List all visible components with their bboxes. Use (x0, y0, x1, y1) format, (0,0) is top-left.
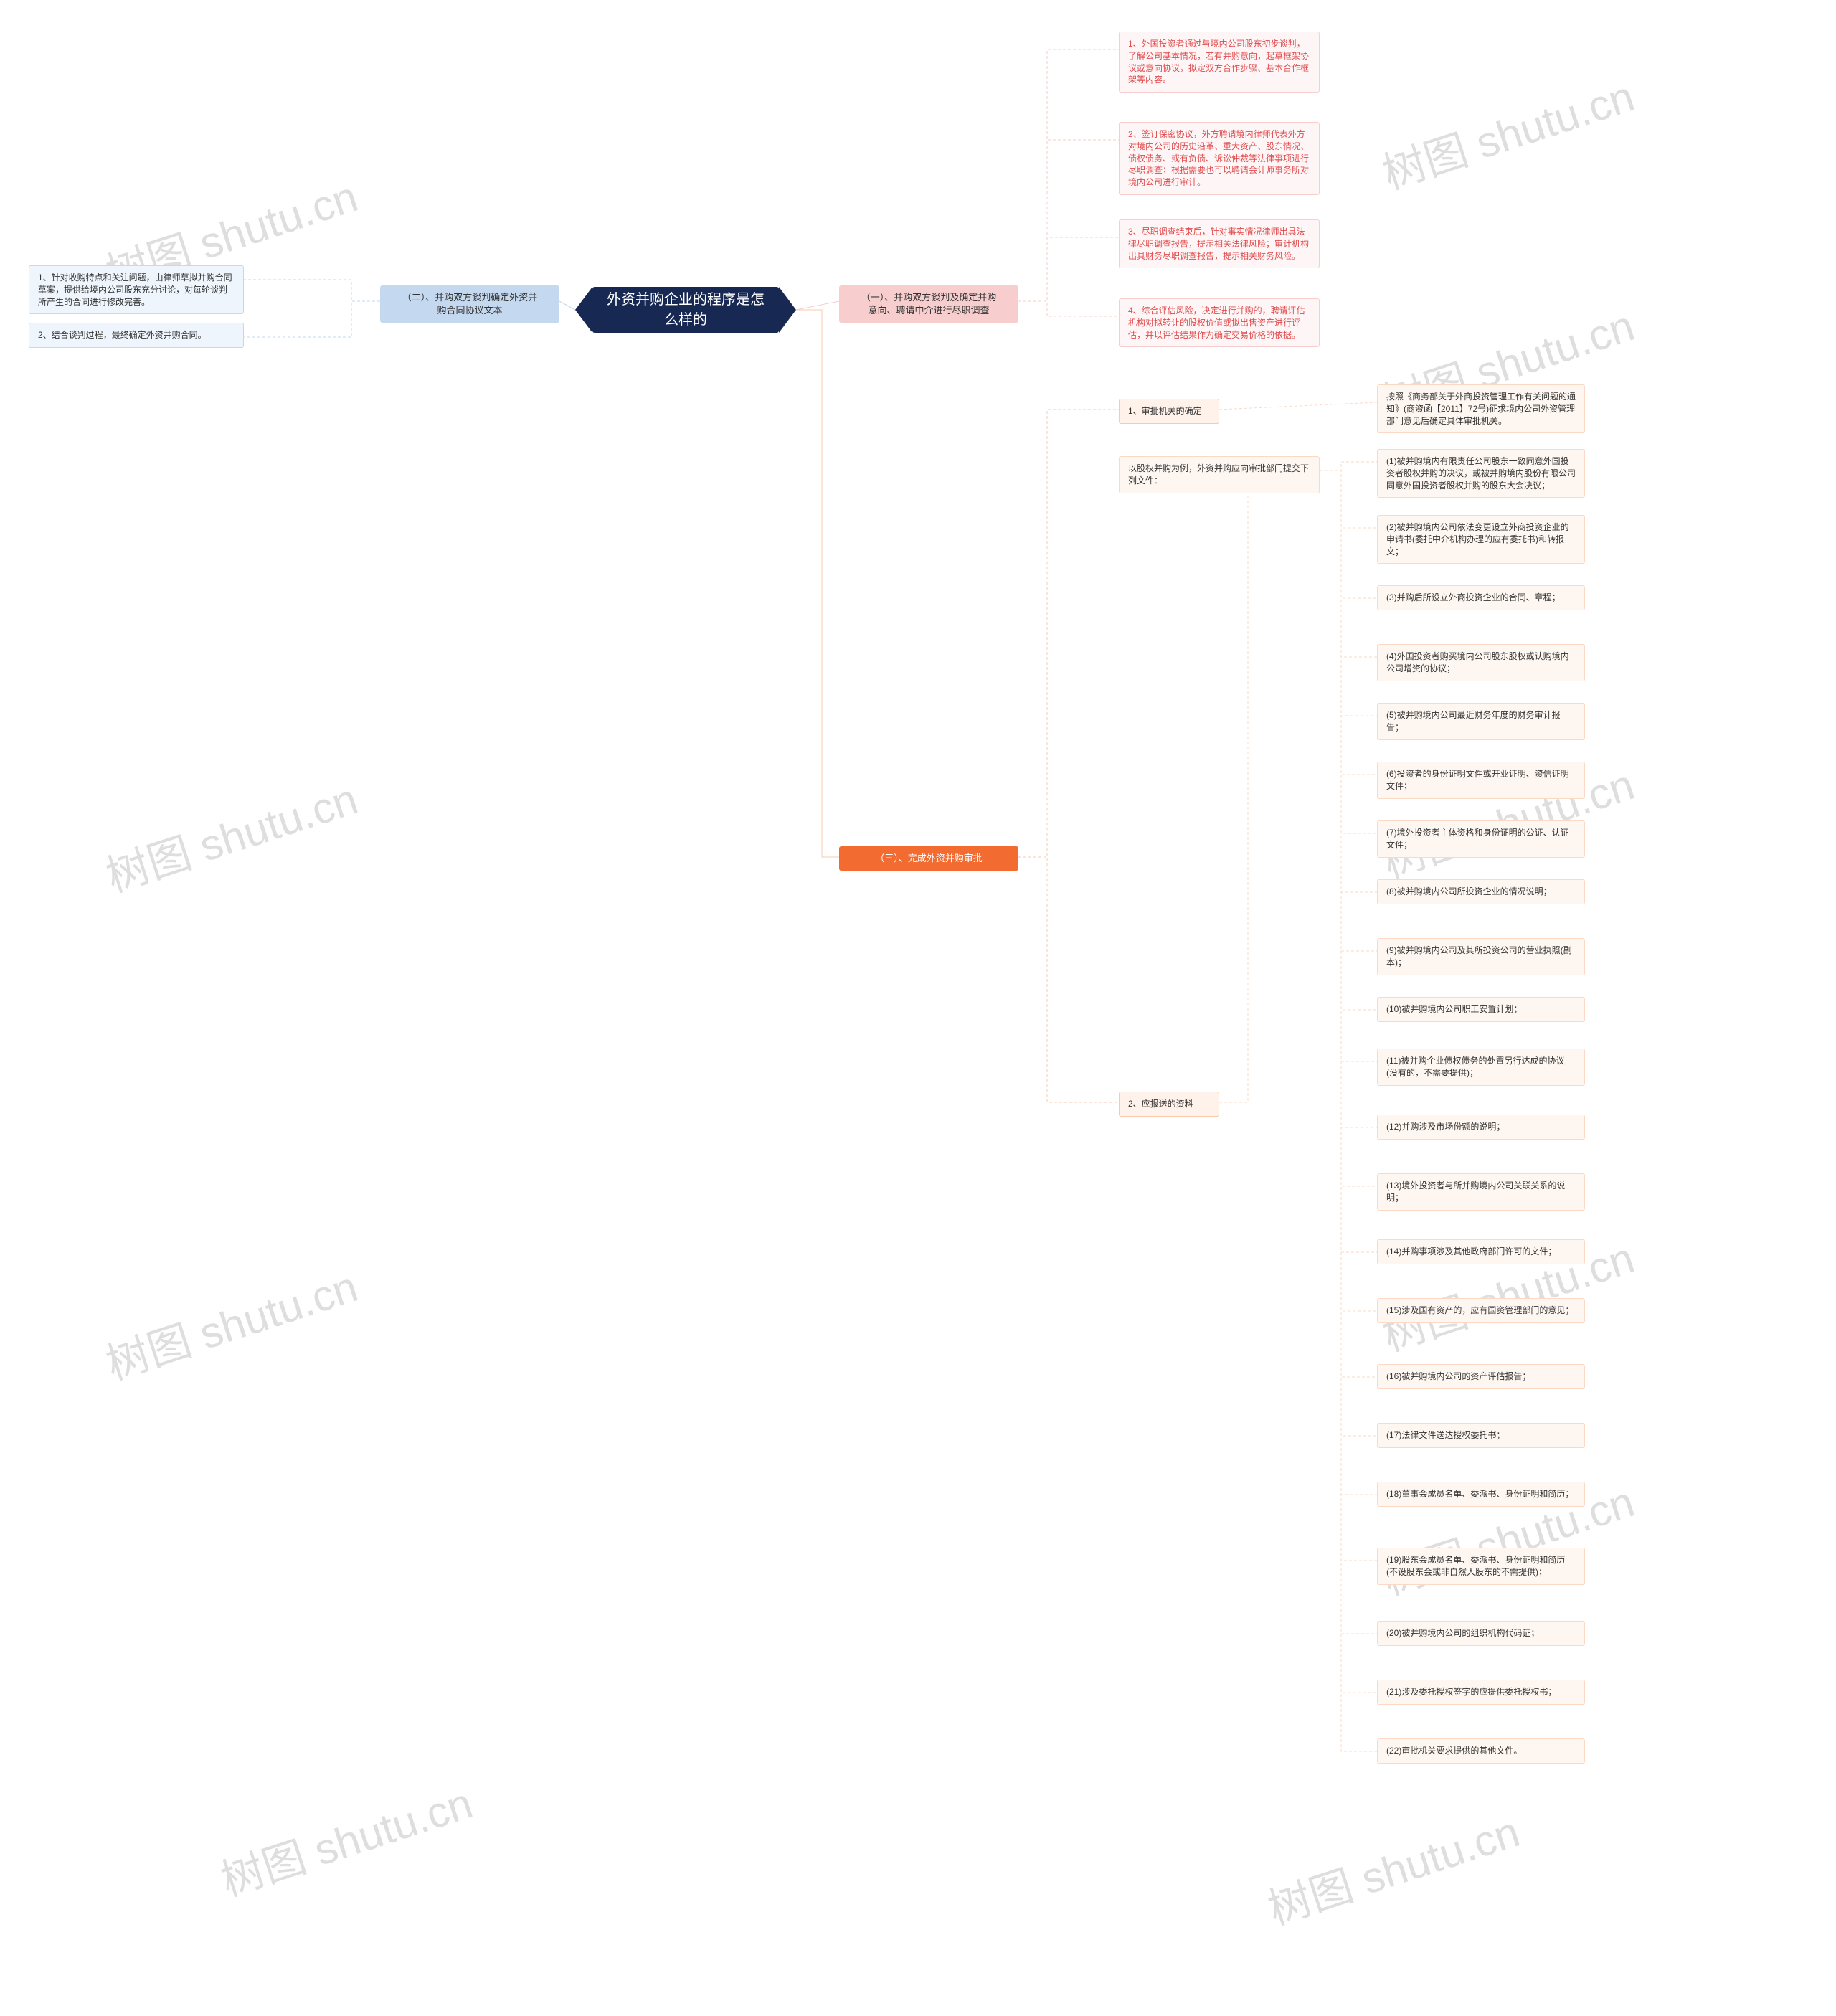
sub2-item-11: (11)被并购企业债权债务的处置另行达成的协议(没有的，不需要提供)； (1377, 1049, 1585, 1086)
branch-c: （三）、完成外资并购审批 (839, 846, 1018, 871)
sub2-item-4: (4)外国投资者购买境内公司股东股权或认购境内公司增资的协议； (1377, 644, 1585, 681)
sub2-item-3: (3)并购后所设立外商投资企业的合同、章程； (1377, 585, 1585, 610)
sub2-item-20: (20)被并购境内公司的组织机构代码证； (1377, 1621, 1585, 1646)
sub2-intro: 以股权并购为例，外资并购应向审批部门提交下列文件： (1119, 456, 1320, 493)
sub2-item-13: (13)境外投资者与所并购境内公司关联关系的说明； (1377, 1173, 1585, 1211)
watermark: 树图 shutu.cn (212, 1769, 479, 1908)
watermark: 树图 shutu.cn (97, 765, 364, 904)
sub2-item-7: (7)境外投资者主体资格和身份证明的公证、认证文件； (1377, 820, 1585, 858)
sub2-item-10: (10)被并购境内公司职工安置计划； (1377, 997, 1585, 1022)
leaf-b-1: 1、针对收购特点和关注问题，由律师草拟并购合同草案，提供给境内公司股东充分讨论，… (29, 265, 244, 314)
center-chevron-left (575, 287, 592, 333)
sub2-item-1: (1)被并购境内有限责任公司股东一致同意外国投资者股权并购的决议，或被并购境内股… (1377, 449, 1585, 498)
sub2-item-2: (2)被并购境内公司依法变更设立外商投资企业的申请书(委托中介机构办理的应有委托… (1377, 515, 1585, 564)
sub2-item-9: (9)被并购境内公司及其所投资公司的营业执照(副本)； (1377, 938, 1585, 975)
sub1-detail: 按照《商务部关于外商投资管理工作有关问题的通知》(商资函【2011】72号)征求… (1377, 384, 1585, 433)
sub2-item-18: (18)董事会成员名单、委派书、身份证明和简历； (1377, 1482, 1585, 1507)
branch-b: （二）、并购双方谈判确定外资并 购合同协议文本 (380, 285, 559, 323)
sub2-item-14: (14)并购事项涉及其他政府部门许可的文件； (1377, 1239, 1585, 1264)
watermark: 树图 shutu.cn (1259, 1797, 1526, 1937)
sub2-item-15: (15)涉及国有资产的，应有国资管理部门的意见； (1377, 1298, 1585, 1323)
watermark: 树图 shutu.cn (1373, 62, 1641, 202)
sub1-label: 1、审批机关的确定 (1119, 399, 1219, 424)
sub2-item-5: (5)被并购境内公司最近财务年度的财务审计报告； (1377, 703, 1585, 740)
sub2-item-22: (22)审批机关要求提供的其他文件。 (1377, 1738, 1585, 1764)
leaf-a-2: 2、签订保密协议，外方聘请境内律师代表外方对境内公司的历史沿革、重大资产、股东情… (1119, 122, 1320, 195)
leaf-a-3: 3、尽职调查结束后，针对事实情况律师出具法律尽职调查报告，提示相关法律风险；审计… (1119, 219, 1320, 268)
leaf-a-4: 4、综合评估风险，决定进行并购的，聘请评估机构对拟转让的股权价值或拟出售资产进行… (1119, 298, 1320, 347)
leaf-a-1: 1、外国投资者通过与境内公司股东初步谈判，了解公司基本情况，若有并购意向，起草框… (1119, 32, 1320, 93)
center-node: 外资并购企业的程序是怎 么样的 (592, 287, 779, 333)
center-chevron-right (779, 287, 796, 333)
sub2-item-12: (12)并购涉及市场份额的说明； (1377, 1115, 1585, 1140)
sub2-item-16: (16)被并购境内公司的资产评估报告； (1377, 1364, 1585, 1389)
sub2-item-21: (21)涉及委托授权签字的应提供委托授权书； (1377, 1680, 1585, 1705)
sub2-item-6: (6)投资者的身份证明文件或开业证明、资信证明文件； (1377, 762, 1585, 799)
sub2-item-8: (8)被并购境内公司所投资企业的情况说明； (1377, 879, 1585, 904)
watermark: 树图 shutu.cn (97, 1252, 364, 1392)
branch-a: （一）、并购双方谈判及确定并购 意向、聘请中介进行尽职调查 (839, 285, 1018, 323)
sub2-label: 2、应报送的资料 (1119, 1092, 1219, 1117)
leaf-b-2: 2、结合谈判过程，最终确定外资并购合同。 (29, 323, 244, 348)
sub2-item-19: (19)股东会成员名单、委派书、身份证明和简历(不设股东会或非自然人股东的不需提… (1377, 1548, 1585, 1585)
sub2-item-17: (17)法律文件送达授权委托书； (1377, 1423, 1585, 1448)
